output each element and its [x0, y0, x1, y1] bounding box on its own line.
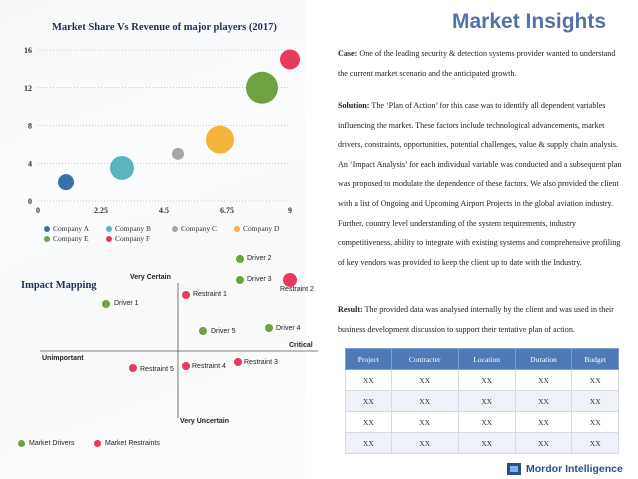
- bubble-company-b: [110, 155, 134, 180]
- table-cell: XX: [514, 432, 573, 454]
- bubble-company-f: [280, 49, 300, 70]
- chart-title: Market Share Vs Revenue of major players…: [52, 22, 277, 33]
- table-cell: XX: [345, 369, 392, 391]
- driver1-dot: [102, 300, 110, 308]
- legend-swatch: [106, 225, 112, 232]
- restraint5-dot: [129, 364, 137, 372]
- driver1-label: Driver 1: [114, 300, 139, 307]
- table-cell: XX: [390, 390, 459, 412]
- legend-swatch: [234, 225, 240, 232]
- bubble-company-e: [246, 71, 278, 104]
- restraint1-label: Restraint 1: [193, 291, 227, 298]
- x-tick-label: 6.75: [220, 206, 234, 215]
- legend-drivers: Market Drivers: [18, 440, 75, 447]
- table-cell: XX: [571, 369, 619, 391]
- y-tick-label: 0: [28, 197, 32, 206]
- table-row: XX XX XX XX XX: [345, 432, 619, 454]
- table-header: Duration: [514, 348, 573, 370]
- legend-restraints: Market Restraints: [94, 440, 160, 447]
- axis-very-uncertain: Very Uncertain: [180, 418, 230, 425]
- driver3-dot: [236, 276, 244, 284]
- table-cell: XX: [390, 411, 459, 433]
- restraint3-dot: [234, 358, 242, 366]
- table-cell: XX: [514, 369, 573, 391]
- legend-item: Company F: [106, 234, 150, 243]
- bubble-company-a: [58, 174, 74, 191]
- restraint1-dot: [182, 291, 190, 299]
- legend-item: Company B: [106, 224, 151, 233]
- table-cell: XX: [571, 411, 619, 433]
- table-header: Contracter: [390, 348, 459, 370]
- restraint-dot-icon: [94, 440, 101, 447]
- table-cell: XX: [390, 432, 459, 454]
- driver3-label: Driver 3: [247, 276, 272, 283]
- brand-title: Market Insights: [452, 10, 607, 33]
- driver-dot-icon: [18, 440, 25, 447]
- x-tick-label: 2.25: [94, 206, 108, 215]
- table-cell: XX: [345, 390, 392, 412]
- bubble-chart: 0 4 8 12 16 0 2.25 4.5 6.75 9: [24, 46, 300, 215]
- restraint2-label: Restraint 2: [280, 286, 314, 293]
- table-row: XX XX XX XX XX: [345, 390, 619, 412]
- driver4-label: Driver 4: [276, 325, 301, 332]
- bubble-company-c: [172, 147, 184, 160]
- legend-swatch: [172, 225, 178, 232]
- driver4-dot: [265, 324, 273, 332]
- logo-icon: [507, 463, 521, 475]
- x-tick-label: 4.5: [159, 206, 169, 215]
- driver5-dot: [199, 327, 207, 335]
- logo-text: Mordor Intelligence: [526, 463, 623, 475]
- legend-item: Company A: [44, 224, 89, 233]
- driver5-label: Driver 5: [211, 328, 236, 335]
- table-row: XX XX XX XX XX: [345, 369, 619, 391]
- restraint2-dot: [283, 273, 297, 287]
- impact-axes: [40, 283, 318, 418]
- restraint5-label: Restraint 5: [140, 366, 174, 373]
- footer-logo: Mordor Intelligence: [507, 462, 632, 476]
- result-paragraph: Result: The provided data was analysed i…: [338, 305, 614, 334]
- table-header: Project: [345, 348, 392, 370]
- y-tick-label: 8: [28, 122, 32, 131]
- table-cell: XX: [457, 411, 516, 433]
- table-cell: XX: [457, 390, 516, 412]
- x-tick-label: 0: [36, 206, 40, 215]
- table-cell: XX: [514, 411, 573, 433]
- restraint4-dot: [182, 362, 190, 370]
- table-cell: XX: [390, 369, 459, 391]
- table-cell: XX: [345, 432, 392, 454]
- axis-critical: Critical: [289, 342, 313, 349]
- x-tick-label: 9: [288, 206, 292, 215]
- case-paragraph: Case: One of the leading security & dete…: [338, 49, 616, 78]
- bubble-company-d: [206, 125, 234, 154]
- legend-item: Company C: [172, 224, 217, 233]
- legend-item: Company D: [234, 224, 279, 233]
- legend-swatch: [44, 225, 50, 232]
- axis-very-certain: Very Certain: [130, 274, 171, 281]
- legend-swatch: [44, 235, 50, 242]
- table-cell: XX: [514, 390, 573, 412]
- y-tick-label: 4: [28, 159, 32, 168]
- legend-swatch: [106, 235, 112, 242]
- table-cell: XX: [457, 369, 516, 391]
- table-cell: XX: [345, 411, 392, 433]
- driver2-label: Driver 2: [247, 255, 272, 262]
- restraint4-label: Restraint 4: [192, 363, 226, 370]
- solution-paragraph: Solution: The ‘Plan of Action’ for this …: [338, 101, 622, 267]
- restraint3-label: Restraint 3: [244, 359, 278, 366]
- table-header: Location: [457, 348, 516, 370]
- y-tick-label: 12: [24, 84, 32, 93]
- table-cell: XX: [457, 432, 516, 454]
- y-tick-label: 16: [24, 46, 32, 55]
- table-header: Budget: [571, 348, 619, 370]
- table-cell: XX: [571, 432, 619, 454]
- table-cell: XX: [571, 390, 619, 412]
- table-row: XX XX XX XX XX: [345, 411, 619, 433]
- axis-unimportant: Unimportant: [42, 355, 84, 362]
- table-header-row: Project Contracter Location Duration Bud…: [345, 348, 619, 370]
- projects-table: Project Contracter Location Duration Bud…: [345, 348, 619, 454]
- impact-mapping-title: Impact Mapping: [21, 280, 97, 291]
- legend-item: Company E: [44, 234, 89, 243]
- driver2-dot: [236, 255, 244, 263]
